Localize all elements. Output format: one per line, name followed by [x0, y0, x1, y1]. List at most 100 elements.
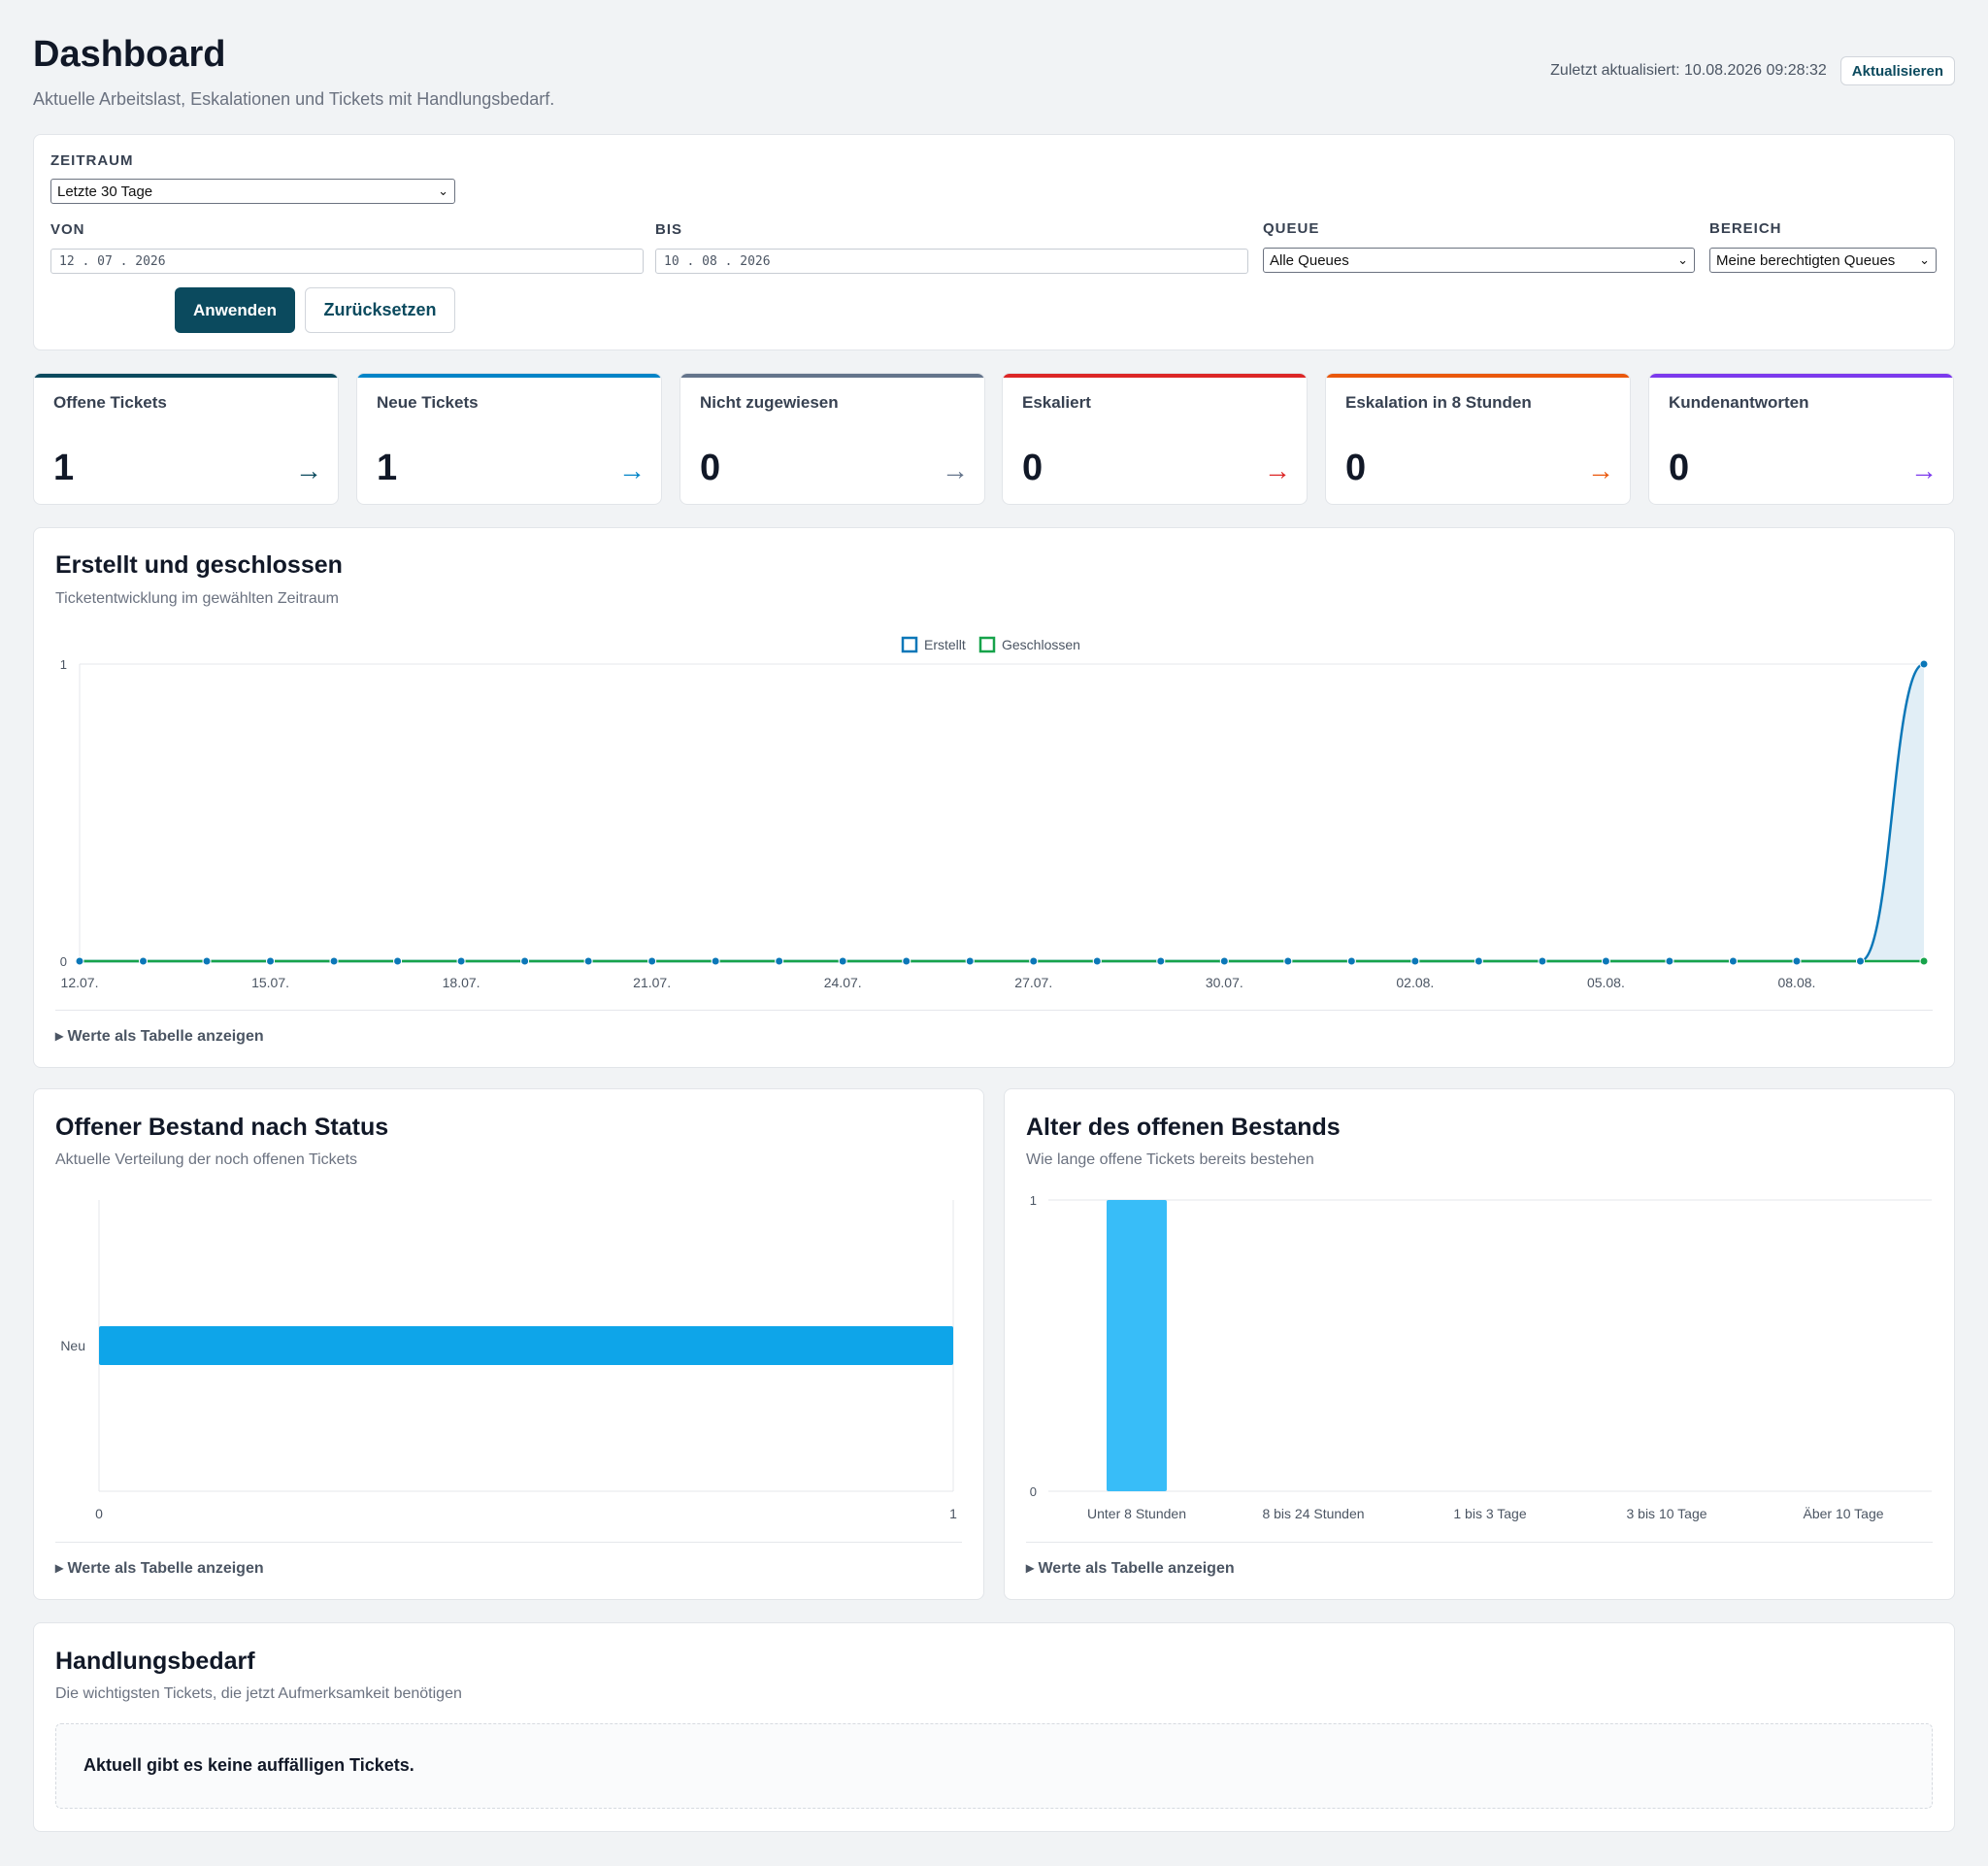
bar-neu — [99, 1326, 953, 1365]
arrow-right-icon: → — [1587, 455, 1614, 485]
queue-select-value: Alle Queues — [1270, 251, 1349, 269]
trend-title: Erstellt und geschlossen — [55, 551, 343, 579]
data-point — [1728, 956, 1738, 966]
kpi-neue-tickets[interactable]: Neue Tickets 1 → — [356, 373, 662, 505]
refresh-button[interactable]: Aktualisieren — [1839, 56, 1955, 85]
data-point — [1219, 956, 1229, 966]
apply-button[interactable]: Anwenden — [175, 287, 295, 333]
bereich-select-value: Meine berechtigten Queues — [1716, 251, 1896, 269]
x-tick-label: Unter 8 Stunden — [1087, 1506, 1186, 1521]
data-point — [1665, 956, 1674, 966]
kpi-title: Neue Tickets — [377, 393, 479, 412]
von-date-input[interactable]: 12 . 07 . 2026 — [50, 249, 644, 274]
data-point — [1474, 956, 1483, 966]
age-subtitle: Wie lange offene Tickets bereits bestehe… — [1026, 1151, 1314, 1168]
legend-swatch — [901, 636, 918, 653]
data-point — [266, 956, 276, 966]
data-point — [1156, 956, 1166, 966]
x-tick-label: 18.07. — [443, 975, 480, 990]
data-point — [711, 956, 720, 966]
kpi-eskaliert[interactable]: Eskaliert 0 → — [1002, 373, 1308, 505]
chevron-down-icon: ⌄ — [1677, 252, 1688, 267]
trend-table-toggle[interactable]: ▸ Werte als Tabelle anzeigen — [55, 1028, 264, 1045]
trend-line-chart: 1 0 12.07. 15.07. 18.07. 21.07. 24.07. 27.07. 30… — [60, 636, 1929, 990]
kpi-title: Nicht zugewiesen — [700, 393, 839, 412]
zeitraum-select[interactable]: Letzte 30 Tage ⌄ — [50, 179, 455, 204]
data-point — [902, 956, 911, 966]
arrow-right-icon: → — [1264, 455, 1291, 485]
data-point — [1601, 956, 1610, 966]
age-table-toggle[interactable]: ▸ Werte als Tabelle anzeigen — [1026, 1560, 1235, 1577]
action-subtitle: Die wichtigsten Tickets, die jetzt Aufme… — [55, 1685, 462, 1702]
x-tick-label: Äber 10 Tage — [1803, 1506, 1883, 1521]
x-tick-label: 02.08. — [1396, 975, 1434, 990]
x-tick-label: 3 bis 10 Tage — [1626, 1506, 1706, 1521]
x-tick-label: 30.07. — [1206, 975, 1243, 990]
x-tick-label: 24.07. — [824, 975, 862, 990]
kpi-value: 1 — [377, 448, 398, 488]
reset-button[interactable]: Zurücksetzen — [305, 287, 455, 333]
data-point — [393, 956, 403, 966]
kpi-value: 0 — [1022, 448, 1044, 488]
data-point — [1092, 956, 1102, 966]
kpi-value: 0 — [1345, 448, 1367, 488]
queue-select[interactable]: Alle Queues ⌄ — [1263, 248, 1695, 273]
y-tick-label: 0 — [60, 954, 67, 969]
kpi-value: 0 — [1669, 448, 1690, 488]
bis-label: BIS — [655, 221, 683, 238]
data-point — [1346, 956, 1356, 966]
status-bar-chart: Neu 0 1 — [60, 1200, 957, 1521]
header-actions: Zuletzt aktualisiert: 10.08.2026 09:28:3… — [1550, 56, 1955, 85]
y-tick-label: 0 — [1030, 1484, 1037, 1499]
status-title: Offener Bestand nach Status — [55, 1114, 389, 1141]
divider — [1026, 1542, 1933, 1543]
data-point — [1029, 956, 1039, 966]
kpi-eskalation-8h[interactable]: Eskalation in 8 Stunden 0 → — [1325, 373, 1631, 505]
data-point — [520, 956, 530, 966]
kpi-accent-bar — [1326, 374, 1630, 378]
page-title: Dashboard — [33, 34, 226, 75]
x-tick-label: 1 bis 3 Tage — [1453, 1506, 1526, 1521]
data-point — [583, 956, 593, 966]
legend-label: Erstellt — [924, 637, 966, 652]
kpi-value: 1 — [53, 448, 75, 488]
arrow-right-icon: → — [942, 455, 969, 485]
trend-card — [33, 527, 1955, 1068]
bis-date-input[interactable]: 10 . 08 . 2026 — [655, 249, 1248, 274]
data-point — [1410, 956, 1420, 966]
data-point — [1283, 956, 1293, 966]
data-point — [775, 956, 784, 966]
data-point — [1919, 659, 1929, 669]
zeitraum-select-value: Letzte 30 Tage — [57, 183, 153, 200]
zeitraum-label: ZEITRAUM — [50, 152, 134, 169]
kpi-nicht-zugewiesen[interactable]: Nicht zugewiesen 0 → — [679, 373, 985, 505]
series-area-erstellt — [80, 664, 1924, 961]
x-tick-label: 0 — [95, 1506, 103, 1521]
status-table-toggle[interactable]: ▸ Werte als Tabelle anzeigen — [55, 1560, 264, 1577]
data-point — [1919, 956, 1929, 966]
trend-subtitle: Ticketentwicklung im gewählten Zeitraum — [55, 590, 339, 607]
kpi-kundenantworten[interactable]: Kundenantworten 0 → — [1648, 373, 1954, 505]
kpi-accent-bar — [1649, 374, 1953, 378]
bereich-label: BEREICH — [1709, 220, 1782, 237]
y-tick-label: 1 — [1030, 1193, 1037, 1208]
kpi-offene-tickets[interactable]: Offene Tickets 1 → — [33, 373, 339, 505]
data-point — [647, 956, 657, 966]
data-point — [838, 956, 847, 966]
y-tick-label: 1 — [60, 657, 67, 672]
data-point — [456, 956, 466, 966]
page-header: Dashboard Aktuelle Arbeitslast, Eskalati… — [33, 33, 1955, 120]
arrow-right-icon: → — [295, 455, 322, 485]
data-point — [329, 956, 339, 966]
data-point — [139, 956, 149, 966]
chevron-down-icon: ⌄ — [1919, 252, 1930, 267]
divider — [55, 1010, 1933, 1011]
kpi-accent-bar — [680, 374, 984, 378]
kpi-value: 0 — [700, 448, 721, 488]
x-tick-label: 1 — [949, 1506, 957, 1521]
chevron-down-icon: ⌄ — [438, 183, 448, 198]
kpi-title: Eskaliert — [1022, 393, 1091, 412]
bereich-select[interactable]: Meine berechtigten Queues ⌄ — [1709, 248, 1937, 273]
kpi-title: Eskalation in 8 Stunden — [1345, 393, 1532, 412]
